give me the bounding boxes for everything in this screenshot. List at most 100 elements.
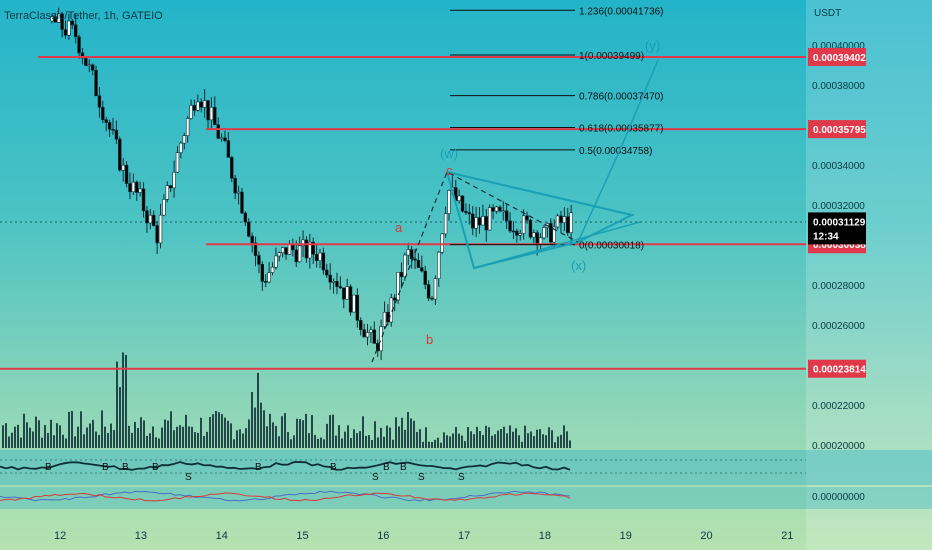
y-tick-label: 0.00026000	[812, 321, 865, 332]
volume-bar	[92, 419, 94, 448]
buy-marker: B	[45, 462, 52, 473]
candle-body	[67, 20, 71, 36]
volume-bar	[242, 433, 244, 448]
volume-bar	[404, 429, 406, 448]
volume-bar	[50, 419, 52, 448]
volume-bar	[116, 361, 118, 448]
volume-bar	[41, 437, 43, 448]
price-scale-panel	[806, 0, 932, 550]
y-tick-label: 0.00038000	[812, 81, 865, 92]
candle-body	[474, 217, 478, 229]
volume-bar	[560, 434, 562, 448]
volume-bar	[251, 391, 253, 448]
volume-bar	[161, 427, 163, 448]
volume-bar	[554, 442, 556, 448]
volume-bar	[155, 437, 157, 448]
volume-bar	[416, 431, 418, 448]
candle-body	[226, 140, 231, 158]
volume-bar	[200, 417, 202, 448]
volume-bar	[104, 426, 106, 448]
candle-body	[325, 269, 329, 276]
candle-body	[70, 20, 74, 26]
volume-bar	[131, 432, 133, 448]
volume-bar	[62, 434, 64, 448]
candle-body	[240, 191, 244, 214]
volume-bar	[497, 430, 499, 448]
candle-body	[399, 272, 404, 277]
volume-bar	[188, 426, 190, 448]
current-price-badge	[808, 212, 866, 245]
buy-marker: B	[400, 462, 407, 473]
candle-body	[365, 332, 370, 338]
x-tick-label: 13	[135, 530, 147, 542]
candle-body	[264, 281, 268, 283]
volume-bar	[551, 430, 553, 448]
volume-bar	[152, 426, 154, 448]
candle-body	[250, 235, 254, 244]
candle-body	[338, 286, 343, 289]
candle-body	[359, 320, 363, 330]
wave-label-a: a	[395, 220, 403, 235]
candle-body	[396, 272, 400, 301]
volume-bar	[203, 436, 205, 448]
candle-body	[260, 264, 265, 282]
volume-bar	[176, 426, 178, 448]
volume-bar	[359, 431, 361, 448]
volume-bar	[368, 435, 370, 448]
volume-bar	[407, 412, 409, 448]
candle-body	[504, 210, 509, 222]
candle-body	[471, 213, 475, 229]
volume-bar	[143, 420, 145, 448]
volume-bar	[110, 423, 112, 448]
volume-bar	[83, 434, 85, 448]
candle-body	[440, 233, 444, 253]
candle-body	[202, 100, 207, 108]
volume-bar	[266, 426, 268, 448]
wave-label-w: (w)	[440, 146, 458, 161]
volume-bar	[494, 434, 496, 448]
x-tick-label: 12	[54, 530, 66, 542]
volume-bar	[113, 430, 115, 448]
axis-unit: USDT	[814, 8, 842, 19]
candle-body	[437, 251, 441, 279]
candle-body	[206, 100, 210, 121]
candle-body	[413, 258, 417, 261]
candle-body	[430, 297, 434, 300]
volume-bar	[128, 425, 130, 448]
candle-body	[297, 245, 302, 263]
candle-body	[199, 101, 203, 108]
candle-body	[372, 329, 377, 344]
x-tick-label: 18	[539, 530, 551, 542]
candle-body	[196, 101, 200, 111]
volume-bar	[437, 437, 439, 448]
volume-bar	[371, 439, 373, 448]
volume-bar	[347, 425, 349, 448]
volume-bar	[254, 407, 256, 448]
volume-bar	[275, 425, 277, 448]
candle-body	[308, 241, 312, 259]
candle-body	[216, 124, 220, 139]
candle-body	[257, 255, 261, 265]
fib-label: 0.618(0.00035877)	[579, 123, 664, 134]
candle-body	[467, 212, 472, 215]
candle-body	[532, 232, 536, 238]
volume-bar	[392, 439, 394, 448]
y-tick-label: 0.00020000	[812, 441, 865, 452]
candle-body	[392, 297, 397, 301]
candle-body	[73, 24, 78, 38]
y-tick-label: 0.00040000	[812, 41, 865, 52]
candle-body	[168, 185, 173, 189]
sell-marker: S	[185, 472, 192, 483]
candle-body	[487, 207, 492, 231]
candle-body	[63, 29, 68, 36]
volume-bar	[539, 429, 541, 448]
volume-bar	[395, 417, 397, 448]
buy-marker: B	[255, 462, 262, 473]
candle-body	[270, 266, 275, 273]
volume-bar	[338, 425, 340, 448]
candle-body	[182, 135, 186, 144]
candle-body	[491, 207, 495, 212]
candle-body	[77, 36, 81, 54]
